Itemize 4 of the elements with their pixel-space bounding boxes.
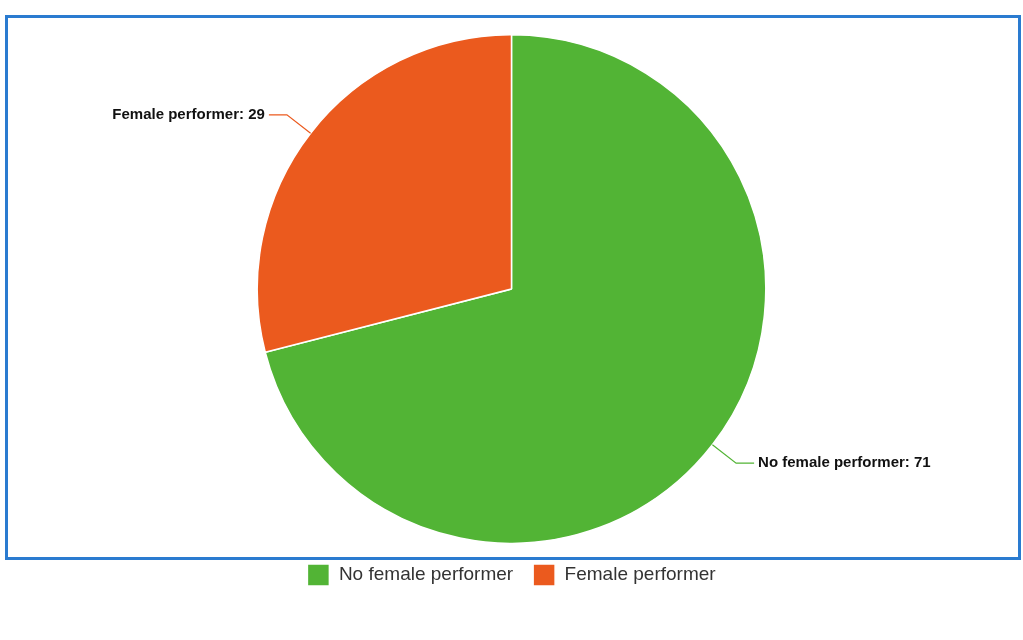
data-label: No female performer: 71 [758, 453, 931, 471]
data-label: Female performer: 29 [112, 104, 265, 122]
legend-label: Female performer [564, 563, 717, 585]
legend-label: No female performer [338, 563, 514, 585]
